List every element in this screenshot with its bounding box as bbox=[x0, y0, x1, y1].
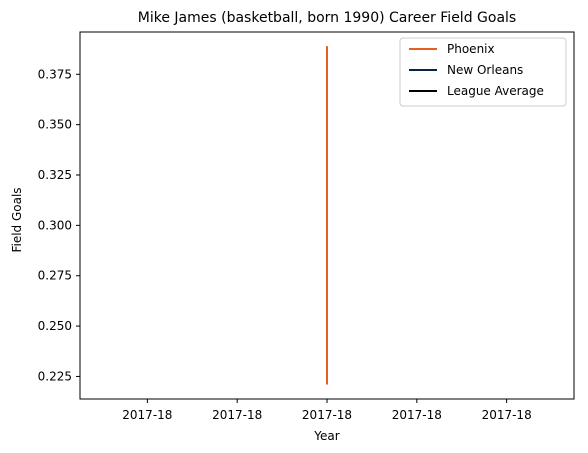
y-tick-label: 0.350 bbox=[38, 118, 72, 132]
x-axis-label: Year bbox=[313, 429, 339, 443]
y-axis-label: Field Goals bbox=[10, 187, 24, 252]
x-tick-label: 2017-18 bbox=[302, 408, 352, 422]
y-axis-ticks: 0.225 0.250 0.275 0.300 0.325 0.350 0.375 bbox=[38, 67, 80, 383]
y-tick-label: 0.300 bbox=[38, 218, 72, 232]
x-tick-label: 2017-18 bbox=[392, 408, 442, 422]
x-tick-label: 2017-18 bbox=[212, 408, 262, 422]
legend-box bbox=[399, 37, 567, 107]
legend: Phoenix New Orleans League Average bbox=[399, 37, 567, 107]
plot-frame bbox=[79, 31, 575, 400]
y-tick-label: 0.375 bbox=[38, 67, 72, 81]
y-tick-label: 0.225 bbox=[38, 369, 72, 383]
x-tick-label: 2017-18 bbox=[482, 408, 532, 422]
chart-title: Mike James (basketball, born 1990) Caree… bbox=[138, 10, 516, 26]
legend-label: New Orleans bbox=[447, 63, 523, 77]
legend-label: Phoenix bbox=[447, 42, 495, 56]
legend-label: League Average bbox=[447, 84, 544, 98]
y-tick-label: 0.325 bbox=[38, 168, 72, 182]
x-axis-ticks: 2017-18 2017-18 2017-18 2017-18 2017-18 bbox=[122, 399, 532, 422]
y-tick-label: 0.250 bbox=[38, 319, 72, 333]
x-tick-label: 2017-18 bbox=[122, 408, 172, 422]
y-tick-label: 0.275 bbox=[38, 269, 72, 283]
